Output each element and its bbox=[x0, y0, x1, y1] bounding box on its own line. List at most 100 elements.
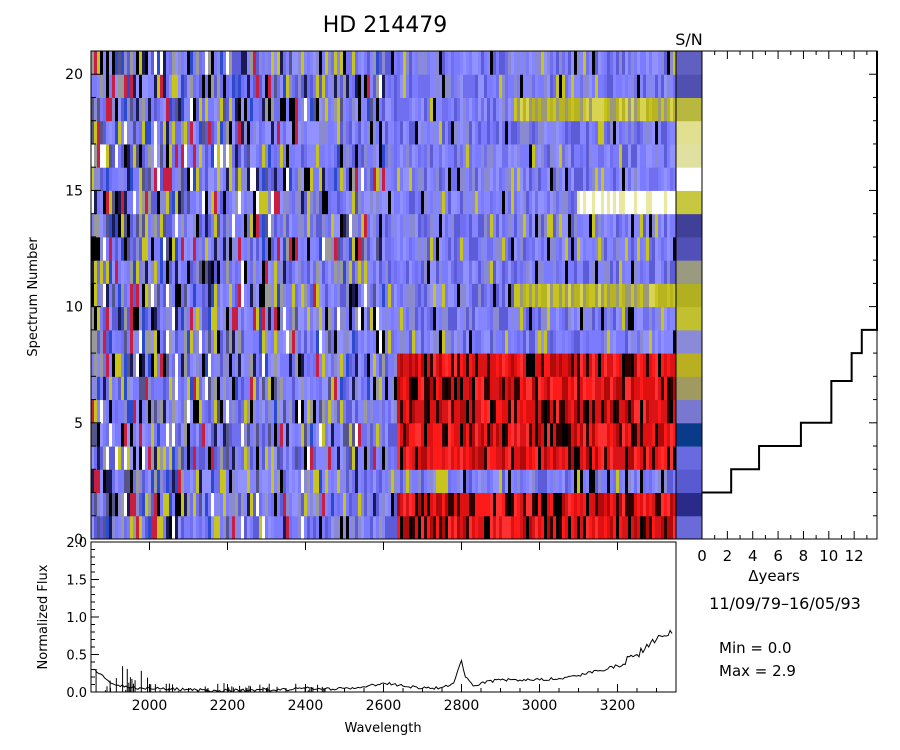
heatmap-cell bbox=[469, 236, 472, 261]
heatmap-cell bbox=[295, 353, 298, 377]
heatmap-cell bbox=[298, 492, 301, 517]
heatmap-cell bbox=[598, 236, 601, 261]
heatmap-cell bbox=[325, 376, 328, 401]
heatmap-cell bbox=[460, 74, 463, 98]
heatmap-cell bbox=[112, 446, 115, 470]
heatmap-cell bbox=[268, 446, 271, 470]
spectrum-row bbox=[91, 260, 676, 284]
heatmap-cell bbox=[571, 283, 574, 308]
heatmap-cell bbox=[298, 143, 301, 168]
heatmap-cell bbox=[214, 422, 217, 447]
heatmap-cell bbox=[403, 446, 406, 470]
heatmap-cell bbox=[541, 51, 544, 75]
heatmap-cell bbox=[349, 353, 352, 377]
heatmap-cell bbox=[91, 329, 94, 354]
heatmap-cell bbox=[145, 143, 148, 168]
heatmap-cell bbox=[550, 97, 553, 122]
heatmap-cell bbox=[496, 74, 499, 98]
heatmap-cell bbox=[97, 143, 100, 168]
heatmap-cell bbox=[385, 329, 388, 354]
heatmap-cell bbox=[130, 213, 133, 238]
heatmap-cell bbox=[565, 353, 568, 377]
heatmap-cell bbox=[166, 353, 169, 377]
heatmap-cell bbox=[244, 446, 247, 470]
heatmap-cell bbox=[436, 283, 439, 308]
heatmap-cell bbox=[391, 469, 394, 494]
heatmap-cell bbox=[373, 74, 376, 98]
heatmap-cell bbox=[262, 353, 265, 377]
heatmap-cell bbox=[361, 51, 364, 75]
heatmap-cell bbox=[667, 260, 670, 284]
heatmap-cell bbox=[115, 236, 118, 261]
heatmap-cell bbox=[433, 329, 436, 354]
heatmap-cell bbox=[547, 213, 550, 238]
heatmap-cell bbox=[340, 353, 343, 377]
heatmap-cell bbox=[205, 492, 208, 517]
heatmap-cell bbox=[124, 74, 127, 98]
heatmap-cell bbox=[538, 492, 541, 517]
heatmap-cell bbox=[622, 190, 625, 215]
heatmap-cell bbox=[499, 120, 502, 145]
heatmap-cell bbox=[385, 283, 388, 308]
heatmap-cell bbox=[175, 260, 178, 284]
heatmap-cell bbox=[211, 422, 214, 447]
heatmap-cell bbox=[466, 422, 469, 447]
heatmap-cell bbox=[121, 446, 124, 470]
heatmap-cell bbox=[262, 143, 265, 168]
heatmap-cell bbox=[271, 97, 274, 122]
heatmap-cell bbox=[448, 353, 451, 377]
heatmap-cell bbox=[223, 422, 226, 447]
heatmap-cell bbox=[376, 120, 379, 145]
heatmap-cell bbox=[655, 399, 658, 424]
heatmap-cell bbox=[565, 283, 568, 308]
spectrum-row bbox=[91, 97, 676, 122]
heatmap-cell bbox=[670, 143, 673, 168]
heatmap-cell bbox=[481, 446, 484, 470]
heatmap-cell bbox=[481, 283, 484, 308]
heatmap-cell bbox=[208, 306, 211, 331]
heatmap-cell bbox=[553, 329, 556, 354]
heatmap-cell bbox=[592, 260, 595, 284]
heatmap-cell bbox=[319, 260, 322, 284]
heatmap-cell bbox=[658, 329, 661, 354]
heatmap-cell bbox=[262, 51, 265, 75]
heatmap-cell bbox=[517, 283, 520, 308]
heatmap-cell bbox=[178, 399, 181, 424]
heatmap-cell bbox=[109, 143, 112, 168]
heatmap-cell bbox=[487, 97, 490, 122]
heatmap-cell bbox=[547, 329, 550, 354]
heatmap-cell bbox=[526, 422, 529, 447]
heatmap-cell bbox=[199, 167, 202, 191]
heatmap-cell bbox=[550, 515, 553, 540]
heatmap-cell bbox=[436, 306, 439, 331]
heatmap-cell bbox=[481, 97, 484, 122]
heatmap-cell bbox=[142, 306, 145, 331]
heatmap-cell bbox=[106, 515, 109, 540]
heatmap-cell bbox=[256, 353, 259, 377]
heatmap-cell bbox=[652, 167, 655, 191]
heatmap-cell bbox=[166, 469, 169, 494]
heatmap-cell bbox=[325, 283, 328, 308]
heatmap-cell bbox=[274, 74, 277, 98]
heatmap-cell bbox=[130, 399, 133, 424]
heatmap-cell bbox=[397, 399, 400, 424]
heatmap-cell bbox=[352, 213, 355, 238]
heatmap-cell bbox=[310, 492, 313, 517]
heatmap-cell bbox=[310, 51, 313, 75]
heatmap-cell bbox=[397, 167, 400, 191]
heatmap-cell bbox=[607, 190, 610, 215]
heatmap-cell bbox=[391, 353, 394, 377]
heatmap-cell bbox=[208, 469, 211, 494]
heatmap-cell bbox=[658, 492, 661, 517]
heatmap-cell bbox=[208, 399, 211, 424]
heatmap-cell bbox=[658, 74, 661, 98]
heatmap-cell bbox=[370, 167, 373, 191]
heatmap-cell bbox=[394, 190, 397, 215]
heatmap-cell bbox=[652, 283, 655, 308]
heatmap-cell bbox=[217, 143, 220, 168]
heatmap-cell bbox=[259, 446, 262, 470]
heatmap-cell bbox=[385, 376, 388, 401]
heatmap-cell bbox=[655, 260, 658, 284]
heatmap-cell bbox=[544, 492, 547, 517]
heatmap-cell bbox=[556, 376, 559, 401]
